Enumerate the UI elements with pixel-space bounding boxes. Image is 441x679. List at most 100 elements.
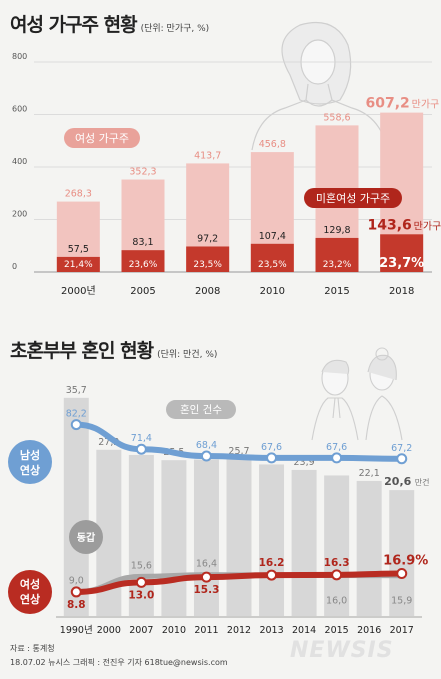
chart1-total-label: 268,3 <box>65 189 92 200</box>
chart1-legend-total-text: 여성 가구주 <box>75 132 129 145</box>
source-text: 자료 : 통계청 <box>10 644 55 653</box>
chart2-series-line <box>73 570 405 595</box>
chart2-legend-female-text: 연상 <box>20 592 40 606</box>
chart1-bar-single <box>315 237 359 272</box>
chart2-bar <box>324 475 350 616</box>
chart1-xtick: 2005 <box>130 286 155 297</box>
chart2-legend-bars-text: 혼인 건수 <box>180 403 222 416</box>
chart1-legend-total <box>64 128 140 148</box>
chart2-legend-male-text: 연상 <box>20 463 40 477</box>
chart1-bar-single <box>186 246 230 272</box>
chart1-ytick: 200 <box>12 210 27 219</box>
chart1-single-label: 83,1 <box>132 237 153 248</box>
chart1-single-label: 129,8 <box>323 225 350 236</box>
chart2-title: 초혼부부 혼인 현황 (단위: 만건, %) <box>10 336 217 363</box>
chart2-xtick: 2011 <box>194 625 218 636</box>
chart2-point-label: 16,4 <box>196 559 217 570</box>
couple-illustration-icon <box>311 347 403 441</box>
chart1-title: 여성 가구주 현황 (단위: 만가구, %) <box>10 10 209 37</box>
chart1-ytick: 0 <box>12 262 17 271</box>
chart1-single-label: 57,5 <box>68 244 89 255</box>
chart1-total-label: 413,7 <box>194 150 221 161</box>
chart2-point-label: 68,4 <box>196 440 217 451</box>
chart1-total-label: 456,8 <box>259 139 286 150</box>
chart2-point-label: 15.3 <box>193 584 219 596</box>
chart2-bar-label: 25,7 <box>228 446 249 457</box>
chart2-xtick: 2016 <box>357 625 381 636</box>
chart2-series-line <box>73 421 405 462</box>
chart1-bar-single <box>56 256 100 272</box>
chart2-point-label: 67,6 <box>261 442 282 453</box>
chart2-bar <box>259 464 285 616</box>
chart1-total-label: 607,2 <box>366 96 410 112</box>
chart2-unit: (단위: 만건, %) <box>157 350 218 360</box>
chart2-xtick: 2017 <box>390 625 414 636</box>
chart1-share-label: 23,5% <box>258 260 287 270</box>
chart1-share-label: 21,4% <box>64 260 93 270</box>
chart2-bar-label: 27,2 <box>98 437 119 448</box>
chart2-point <box>331 569 343 581</box>
chart2-point-label: 67,6 <box>326 442 347 453</box>
chart2-xtick: 2013 <box>259 625 283 636</box>
chart1-title-text: 여성 가구주 현황 <box>10 14 138 36</box>
chart1-share-label: 23,6% <box>129 260 158 270</box>
chart1-xtick: 2018 <box>389 286 414 297</box>
chart2-xtick: 2015 <box>325 625 349 636</box>
chart2-xtick: 2012 <box>227 625 251 636</box>
chart2-bar-label: 35,7 <box>66 385 87 396</box>
chart2-point <box>396 453 408 465</box>
chart2-point-label: 9,0 <box>69 575 84 586</box>
chart1-share-label: 23,7% <box>379 256 424 271</box>
chart1-total-label: 352,3 <box>129 167 156 178</box>
chart2-bar <box>193 459 219 616</box>
chart2-point <box>331 452 343 464</box>
chart2-point <box>200 450 212 462</box>
chart2-legend-bars <box>166 400 236 419</box>
chart2-point <box>266 569 278 581</box>
chart2-bar-label: 20,6 <box>384 475 411 488</box>
chart2-point <box>135 576 147 588</box>
chart2-point-label: 8.8 <box>67 599 86 611</box>
chart2-point <box>70 419 82 431</box>
chart1-xtick: 2010 <box>260 286 285 297</box>
chart2-legend-same-text: 동갑 <box>77 532 96 544</box>
chart2-point-label: 16,0 <box>326 596 347 607</box>
chart2-point-label: 71,4 <box>131 433 152 444</box>
chart2-point-label: 16.3 <box>324 557 350 569</box>
chart2-point-label: 13.0 <box>128 589 154 601</box>
chart2-xtick: 2014 <box>292 625 316 636</box>
chart1-share-label: 23,2% <box>323 260 352 270</box>
chart1-legend-single-text: 미혼여성 가구주 <box>316 192 390 205</box>
chart2-legend-female-text: 여성 <box>20 577 40 591</box>
chart2-bar-label: 23,9 <box>294 457 315 468</box>
chart2-xtick: 2010 <box>162 625 186 636</box>
chart2-legend-female <box>8 570 52 614</box>
chart1-single-label: 97,2 <box>197 233 218 244</box>
chart1-xtick: 2015 <box>324 286 349 297</box>
chart2-point-label: 67,2 <box>391 443 412 454</box>
chart2-point <box>135 443 147 455</box>
chart1-xtick: 2008 <box>195 286 220 297</box>
chart1-svg: 0 200 400 600 800 268,3 57,5 21,4% 352,3 83,1 23,… <box>12 21 441 297</box>
chart1-bar-single <box>380 234 424 272</box>
chart2-point-label: 15,9 <box>391 596 412 607</box>
chart1-ytick: 400 <box>12 157 27 166</box>
chart2-bar <box>356 480 382 616</box>
chart1-total-label: 558,6 <box>323 112 350 123</box>
chart2-bar <box>63 397 89 616</box>
chart2-point <box>396 567 408 579</box>
chart2-bar-label: 22,1 <box>359 468 380 479</box>
chart2-point-label: 16.9% <box>383 553 428 568</box>
chart2-bar <box>291 469 317 616</box>
newsis-logo: NEWSIS <box>290 638 394 663</box>
chart1-bar-single <box>250 243 294 272</box>
chart1-share-label: 23,5% <box>193 260 222 270</box>
chart2-xtick: 2000 <box>97 625 121 636</box>
chart1-single-label: 107,4 <box>259 231 286 242</box>
chart1-bar-single <box>121 250 165 272</box>
chart2-bar <box>128 454 154 616</box>
chart2-legend-same <box>69 520 103 554</box>
chart2-point <box>266 452 278 464</box>
